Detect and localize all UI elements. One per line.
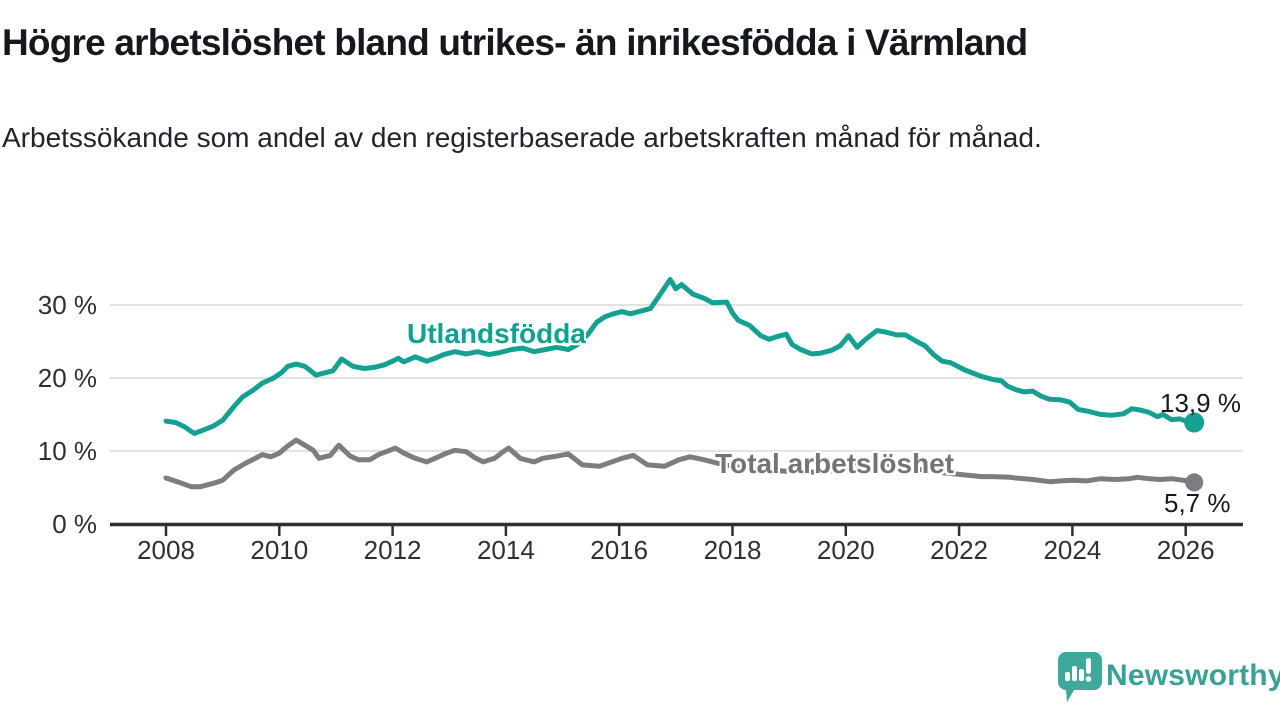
x-tick-label-2026: 2026 (1157, 535, 1215, 565)
y-tick-label-30: 30 % (38, 290, 97, 320)
end-value-total-arbetsloshet: 5,7 % (1164, 488, 1231, 518)
y-tick-label-20: 20 % (38, 363, 97, 393)
end-value-utlandsfodda: 13,9 % (1160, 388, 1241, 418)
series-label-total-arbetsloshet: Total arbetslöshet (715, 448, 955, 479)
series-line-total-arbetsloshet (163, 437, 1197, 490)
x-tick-label-2018: 2018 (704, 535, 762, 565)
x-tick-label-2022: 2022 (930, 535, 988, 565)
y-axis-labels: 0 % 10 % 20 % 30 % (38, 290, 97, 539)
newsworthy-logo[interactable]: Newsworthy (1056, 650, 1280, 706)
x-tick-label-2024: 2024 (1043, 535, 1101, 565)
page-title: Högre arbetslöshet bland utrikes- än inr… (2, 22, 1028, 63)
x-tick-label-2014: 2014 (477, 535, 535, 565)
series-label-utlandsfodda: Utlandsfödda (407, 318, 586, 349)
x-tick-label-2020: 2020 (817, 535, 875, 565)
y-tick-label-0: 0 % (52, 509, 97, 539)
series-line-utlandsfodda (163, 277, 1197, 436)
series-end-dots (1184, 412, 1205, 492)
page-subtitle: Arbetssökande som andel av den registerb… (2, 122, 1042, 153)
y-tick-label-10: 10 % (38, 436, 97, 466)
gridlines (110, 304, 1243, 452)
x-tick-label-2010: 2010 (250, 535, 308, 565)
newsworthy-bubble-chart-icon (1058, 652, 1102, 702)
series-end-dot-total-arbetsloshet (1185, 473, 1204, 492)
x-tick-label-2008: 2008 (137, 535, 195, 565)
series-paths (163, 277, 1197, 490)
x-tick-label-2012: 2012 (364, 535, 422, 565)
x-axis-ticks (164, 526, 1187, 536)
x-tick-label-2016: 2016 (590, 535, 648, 565)
newsworthy-logo-text: Newsworthy (1106, 659, 1280, 692)
x-axis-labels: 2008 2010 2012 2014 2016 2018 2020 2022 2024 2026 (137, 535, 1215, 565)
series-end-dot-utlandsfodda (1184, 412, 1205, 433)
